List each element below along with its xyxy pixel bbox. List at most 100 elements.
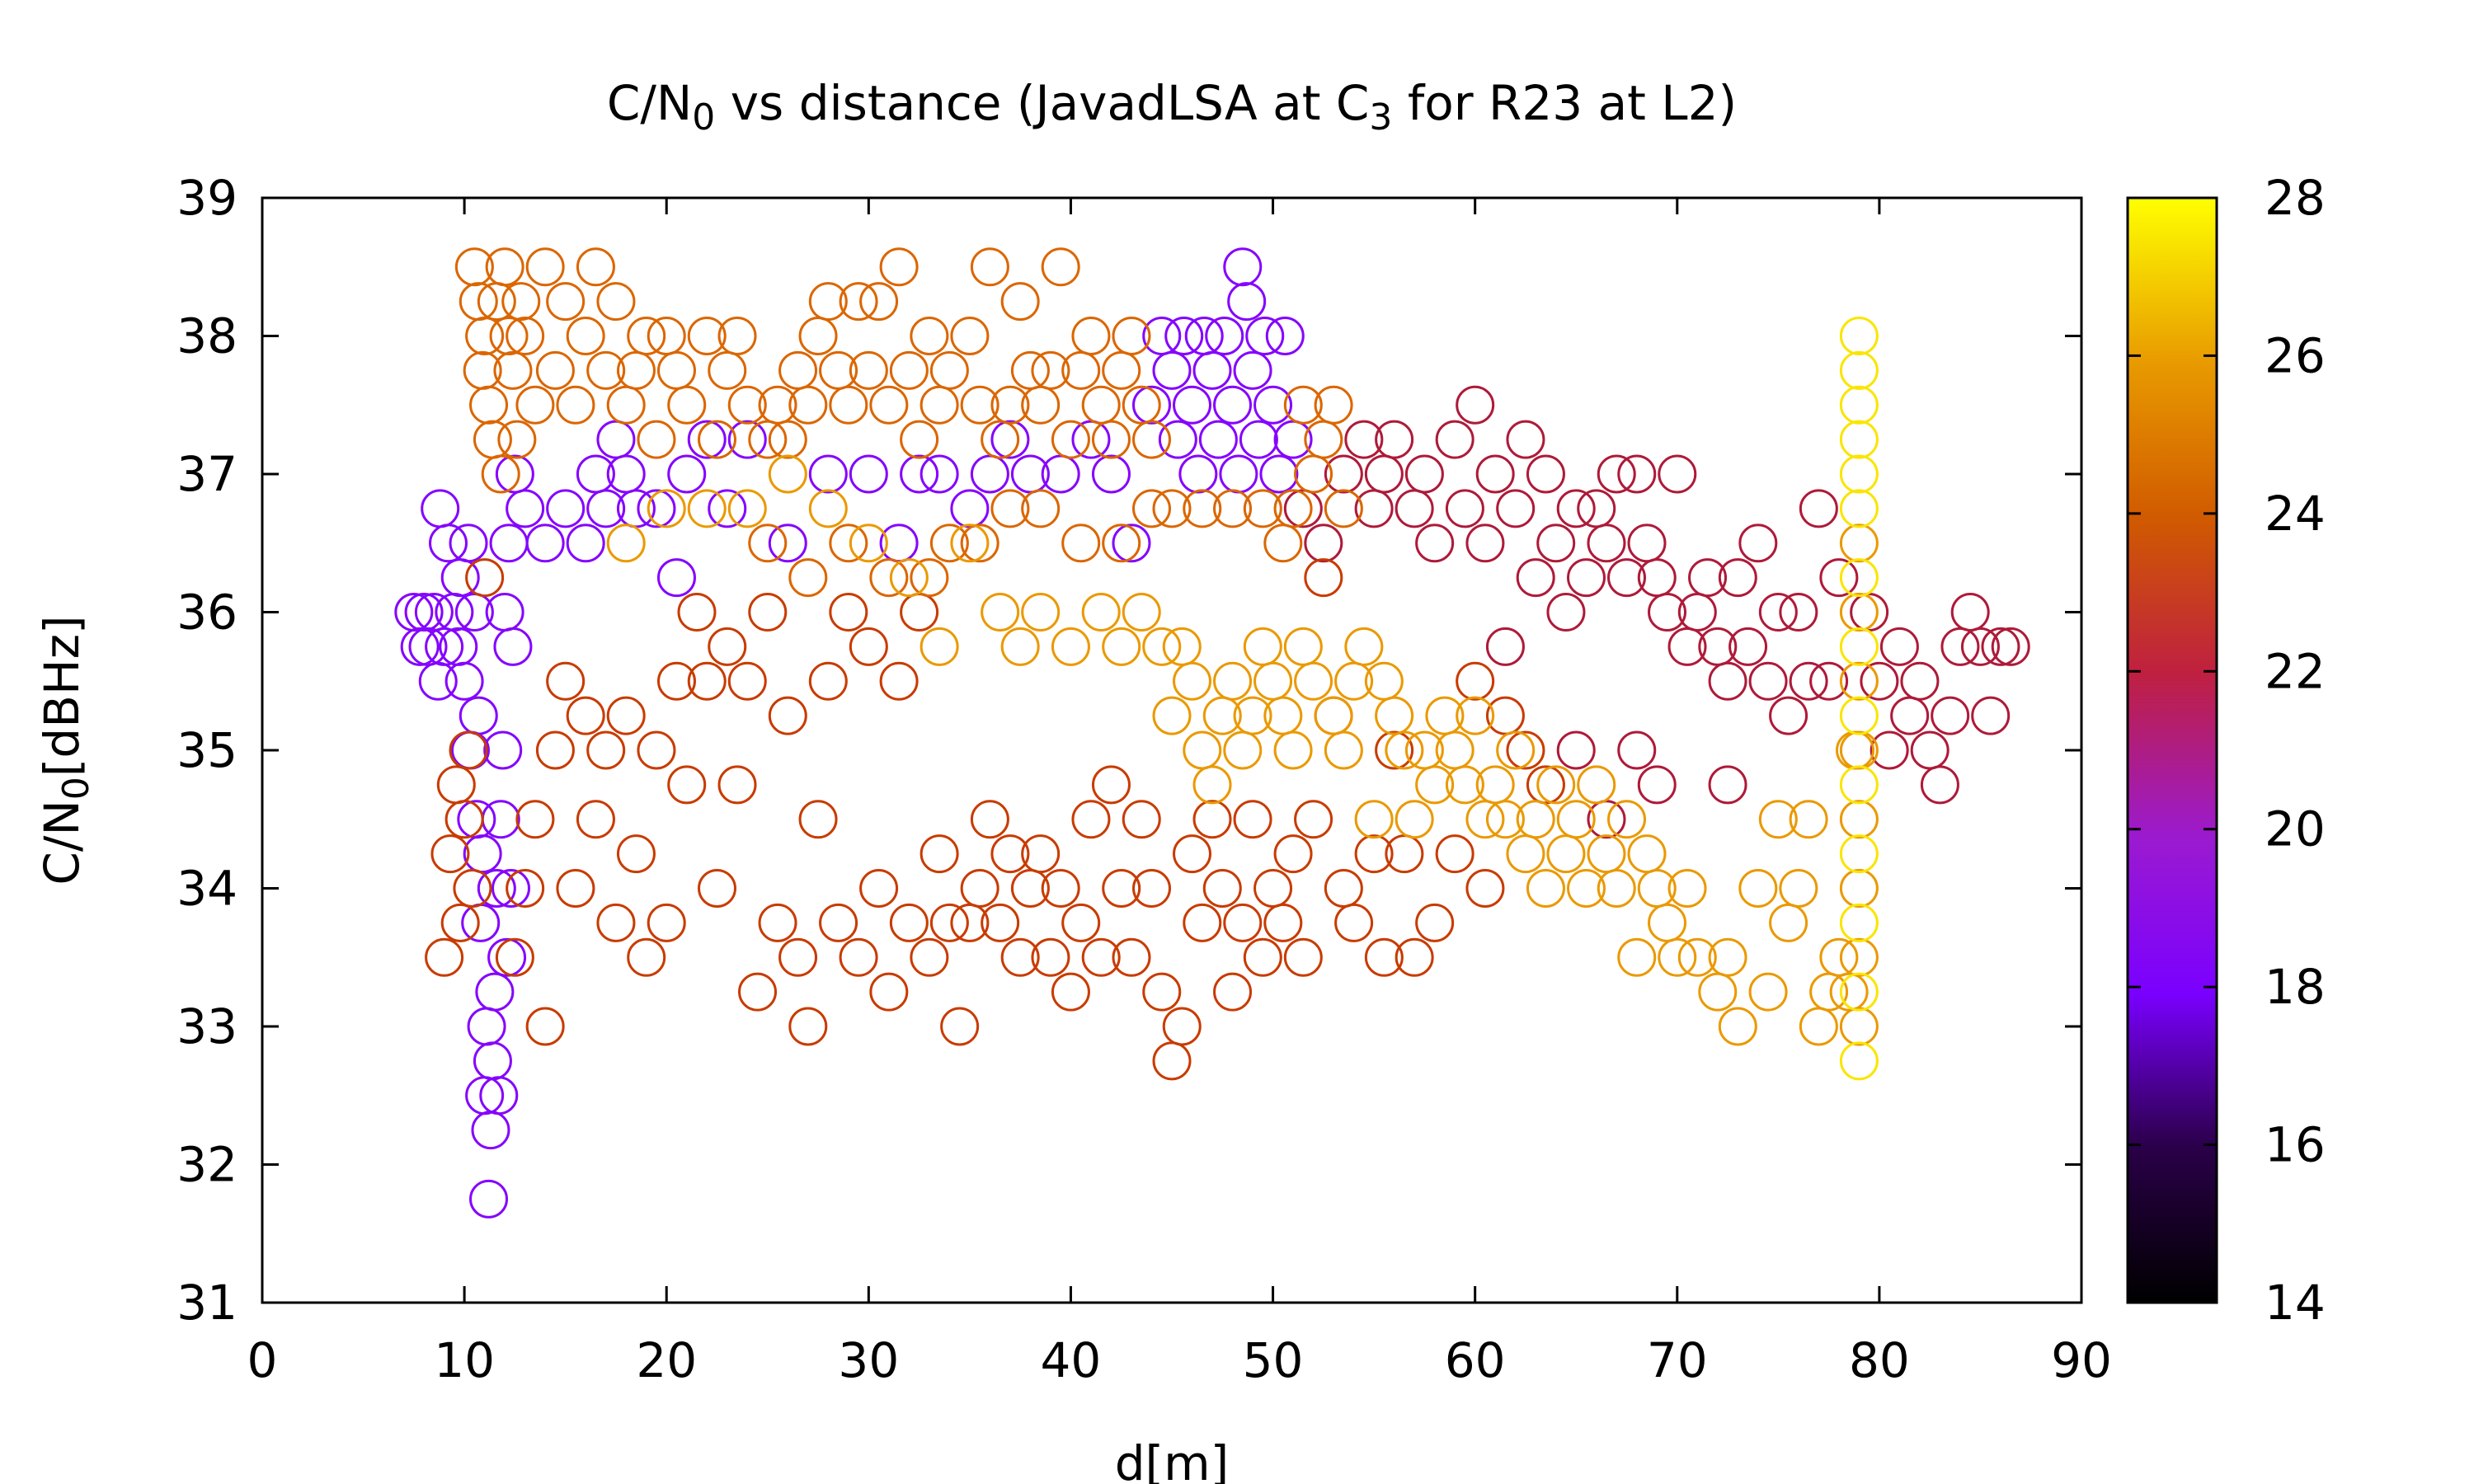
y-tick-label: 35 <box>176 722 238 778</box>
scatter-point <box>1213 489 1253 528</box>
scatter-point <box>596 420 636 459</box>
scatter-point <box>1223 247 1263 287</box>
scatter-point <box>1577 765 1616 805</box>
scatter-point <box>1850 593 1889 632</box>
scatter-point <box>1597 869 1636 908</box>
colorbar-tick-label: 14 <box>2265 1275 2326 1331</box>
scatter-point <box>1839 937 1879 977</box>
scatter-point <box>1021 834 1061 874</box>
scatter-point <box>1091 765 1131 805</box>
scatter-point <box>900 593 939 632</box>
scatter-point <box>748 524 788 563</box>
scatter-point <box>1839 903 1879 942</box>
scatter-point <box>1219 454 1258 494</box>
scatter-point <box>768 454 807 494</box>
scatter-point <box>717 317 757 355</box>
scatter-point <box>1748 972 1788 1012</box>
scatter-point <box>1617 937 1657 977</box>
scatter-point <box>1324 489 1363 528</box>
scatter-point <box>1465 800 1505 839</box>
scatter-point <box>687 489 727 528</box>
scatter-point <box>798 800 838 839</box>
y-tick-label: 33 <box>176 998 238 1054</box>
scatter-point <box>1205 317 1244 355</box>
scatter-point <box>981 903 1020 942</box>
scatter-point <box>469 1179 509 1219</box>
scatter-point <box>1364 454 1404 494</box>
scatter-point <box>1192 350 1232 390</box>
scatter-point <box>1354 800 1394 839</box>
scatter-point <box>1294 661 1333 701</box>
scatter-point <box>515 385 555 425</box>
scatter-point <box>1173 661 1212 701</box>
x-tick-label: 50 <box>1243 1332 1304 1388</box>
scatter-point <box>1839 730 1879 770</box>
scatter-point <box>1364 937 1404 977</box>
scatter-point <box>929 903 969 942</box>
scatter-point <box>481 800 520 839</box>
scatter-point <box>1198 420 1238 459</box>
scatter-point <box>1789 661 1828 701</box>
scatter-point <box>647 903 686 942</box>
scatter-point <box>788 385 828 425</box>
scatter-point <box>506 317 545 355</box>
scatter-point <box>778 350 818 390</box>
scatter-point <box>1233 696 1272 735</box>
scatter-point <box>1708 765 1747 805</box>
scatter-point <box>920 454 959 494</box>
scatter-point <box>1496 730 1536 770</box>
scatter-point <box>430 834 470 874</box>
scatter-point <box>1192 765 1232 805</box>
scatter-point <box>489 524 529 563</box>
scatter-point <box>738 972 778 1012</box>
scatter-point <box>566 696 605 735</box>
scatter-point <box>471 1111 510 1150</box>
scatter-point <box>1375 696 1414 735</box>
scatter-point <box>1102 350 1141 390</box>
scatter-point <box>748 593 788 632</box>
scatter-point <box>454 247 494 287</box>
scatter-point <box>1324 730 1363 770</box>
scatter-point <box>1354 834 1394 874</box>
scatter-point <box>1263 903 1303 942</box>
scatter-point <box>1395 489 1434 528</box>
colorbar-tick-label: 24 <box>2265 486 2326 542</box>
scatter-point <box>440 903 480 942</box>
scatter-point <box>1415 903 1455 942</box>
scatter-point <box>1839 454 1879 494</box>
scatter-point <box>1051 627 1090 666</box>
scatter-point <box>1081 937 1121 977</box>
scatter-point <box>1081 593 1121 632</box>
scatter-point <box>727 661 767 701</box>
scatter-point <box>1485 800 1525 839</box>
scatter-point <box>889 558 929 598</box>
scatter-point <box>1526 869 1565 908</box>
scatter-point <box>667 454 707 494</box>
scatter-point <box>929 350 969 390</box>
scatter-point <box>1164 317 1204 355</box>
scatter-point <box>1879 627 1919 666</box>
scatter-point <box>1162 627 1202 666</box>
scatter-point <box>1870 730 1909 770</box>
y-tick-label: 37 <box>176 446 238 502</box>
scatter-point <box>1839 800 1879 839</box>
scatter-point <box>1173 834 1212 874</box>
scatter-point <box>1102 869 1141 908</box>
scatter-point <box>400 627 440 666</box>
scatter-point <box>1131 420 1171 459</box>
scatter-point <box>606 524 646 563</box>
scatter-point <box>656 558 696 598</box>
scatter-point <box>768 420 807 459</box>
scatter-point <box>1294 800 1333 839</box>
y-tick-label: 32 <box>176 1137 238 1193</box>
scatter-point <box>981 420 1020 459</box>
scatter-point <box>444 661 484 701</box>
scatter-point <box>950 317 990 355</box>
scatter-point <box>910 937 949 977</box>
scatter-point <box>627 937 666 977</box>
scatter-point <box>1839 558 1879 598</box>
scatter-point <box>1485 627 1525 666</box>
scatter-point <box>808 282 848 322</box>
scatter-point <box>829 524 868 563</box>
scatter-point <box>1677 937 1717 977</box>
